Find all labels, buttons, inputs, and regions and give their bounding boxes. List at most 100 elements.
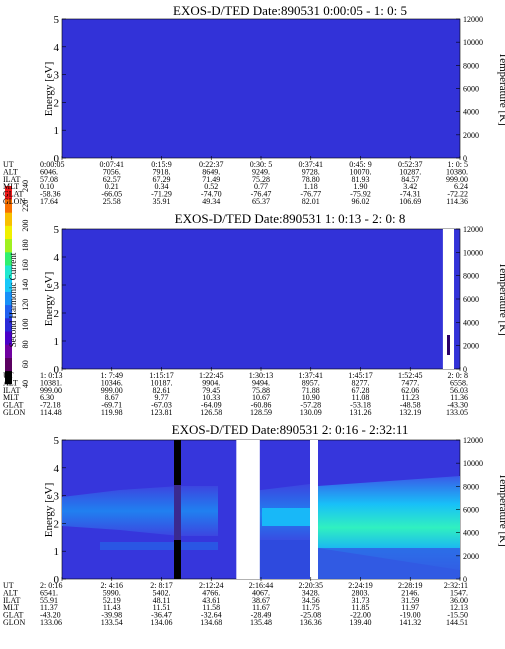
table-cell: 11.85 xyxy=(352,603,370,612)
table-cell: 1: 0:13 xyxy=(40,371,62,380)
table-cell: 11.75 xyxy=(302,603,320,612)
table-cell: 43.61 xyxy=(202,596,220,605)
panel-3-hot-core-b xyxy=(262,508,310,526)
table-cell: 2146. xyxy=(401,588,419,597)
y2-tick-label: 8000 xyxy=(463,272,479,281)
table-cell: 82.61 xyxy=(153,386,171,395)
table-cell: 9.77 xyxy=(155,393,169,402)
colorbar-tick-label: 160 xyxy=(21,259,30,271)
y-tick-label: 5 xyxy=(54,14,60,26)
table-cell: 131.26 xyxy=(350,408,372,417)
y-tick-label: 0 xyxy=(54,574,60,586)
table-cell: 3428. xyxy=(302,588,320,597)
row-label: MLT xyxy=(3,393,19,402)
table-cell: 71.49 xyxy=(202,175,220,184)
table-cell: 2:24:19 xyxy=(348,581,372,590)
row-label: GLON xyxy=(3,408,25,417)
table-cell: 128.59 xyxy=(250,408,272,417)
table-cell: 1.90 xyxy=(354,182,368,191)
panel-3-y-axis-label: Energy [eV] xyxy=(43,483,55,537)
table-cell: 10187. xyxy=(151,378,173,387)
colorbar-tick-label: 40 xyxy=(21,380,30,388)
y2-tick-label: 0 xyxy=(463,365,467,374)
table-cell: 0:22:37 xyxy=(199,160,223,169)
colorbar-tick-label: 240 xyxy=(21,180,30,192)
row-label: GLAT xyxy=(3,401,24,410)
y2-tick-label: 2000 xyxy=(463,342,479,351)
table-cell: -53.18 xyxy=(350,401,371,410)
table-cell: 114.36 xyxy=(446,197,468,206)
table-cell: 52.19 xyxy=(103,596,121,605)
table-cell: -57.28 xyxy=(300,401,321,410)
y2-tick-label: 0 xyxy=(463,154,467,163)
table-cell: 56.03 xyxy=(450,386,468,395)
table-cell: 1547. xyxy=(450,588,468,597)
panel-2-wave-fragment xyxy=(447,335,450,355)
colorbar-cell xyxy=(5,278,12,292)
table-cell: 6046. xyxy=(40,167,58,176)
y2-tick-label: 6000 xyxy=(463,295,479,304)
table-cell: 132.19 xyxy=(399,408,421,417)
table-cell: 11.58 xyxy=(202,603,220,612)
table-cell: 67.29 xyxy=(153,175,171,184)
panel-2-y-axis-label: Energy [eV] xyxy=(43,272,55,326)
table-cell: 65.37 xyxy=(252,197,270,206)
table-cell: 62.06 xyxy=(401,386,419,395)
table-cell: 0.52 xyxy=(204,182,218,191)
table-cell: 0.77 xyxy=(254,182,268,191)
colorbar-cell xyxy=(5,357,12,372)
colorbar-cell xyxy=(5,344,12,358)
table-cell: 126.58 xyxy=(200,408,222,417)
colorbar-tick-label: 120 xyxy=(21,299,30,311)
table-cell: 2:16:44 xyxy=(249,581,273,590)
table-cell: 1: 0: 5 xyxy=(448,160,468,169)
table-cell: 1.18 xyxy=(304,182,318,191)
table-cell: -28.49 xyxy=(251,611,272,620)
table-cell: 11.36 xyxy=(450,393,468,402)
panel-1-y-ticks: 0 1 2 3 4 5 0 2000 4000 6000 8000 10000 12000 xyxy=(54,14,484,165)
table-cell: 0.34 xyxy=(155,182,169,191)
table-cell: 49.34 xyxy=(202,197,220,206)
table-cell: -39.98 xyxy=(101,611,122,620)
colorbar-tick-label: 140 xyxy=(21,279,30,291)
table-cell: 84.57 xyxy=(401,175,419,184)
table-cell: 9728. xyxy=(302,167,320,176)
panel-3-title: EXOS-D/TED Date:890531 2: 0:16 - 2:32:11 xyxy=(172,422,409,437)
row-label: ALT xyxy=(3,378,18,387)
table-cell: 0:52:37 xyxy=(398,160,422,169)
table-cell: 2:32:11 xyxy=(444,581,468,590)
panel-3-wave-line-mid xyxy=(174,485,181,540)
colorbar-tick-label: 180 xyxy=(21,239,30,251)
colorbar-cell xyxy=(5,304,12,319)
table-cell: 7918. xyxy=(153,167,171,176)
table-cell: 0:45: 9 xyxy=(349,160,371,169)
table-cell: 8957. xyxy=(302,378,320,387)
row-label: GLON xyxy=(3,197,25,206)
table-cell: 11.51 xyxy=(153,603,171,612)
table-cell: 133.54 xyxy=(101,618,123,627)
colorbar-cell xyxy=(5,291,12,306)
table-cell: 10287. xyxy=(399,167,421,176)
panel-3-low-band-c xyxy=(318,548,460,579)
row-label: UT xyxy=(3,581,14,590)
table-cell: -75.92 xyxy=(350,190,371,199)
y-tick-label: 3 xyxy=(54,70,60,82)
table-cell: 17.64 xyxy=(40,197,58,206)
table-cell: 133.06 xyxy=(40,618,62,627)
table-cell: 119.98 xyxy=(101,408,123,417)
colorbar-tick-label: 60 xyxy=(21,360,30,368)
colorbar-cell xyxy=(5,252,12,266)
table-cell: -72.18 xyxy=(40,401,61,410)
table-cell: 2:20:35 xyxy=(299,581,323,590)
table-cell: 10070. xyxy=(350,167,372,176)
table-cell: 9904. xyxy=(202,378,220,387)
table-cell: 2:12:24 xyxy=(199,581,223,590)
table-cell: 7477. xyxy=(401,378,419,387)
table-cell: 1:52:45 xyxy=(398,371,422,380)
y-tick-label: 4 xyxy=(54,463,60,475)
table-cell: -74.70 xyxy=(201,190,222,199)
data-gap xyxy=(442,229,455,369)
colorbar: 40 60 80 100 120 140 160 180 200 220 240 Second Ha… xyxy=(5,180,30,388)
table-cell: 11.08 xyxy=(352,393,370,402)
